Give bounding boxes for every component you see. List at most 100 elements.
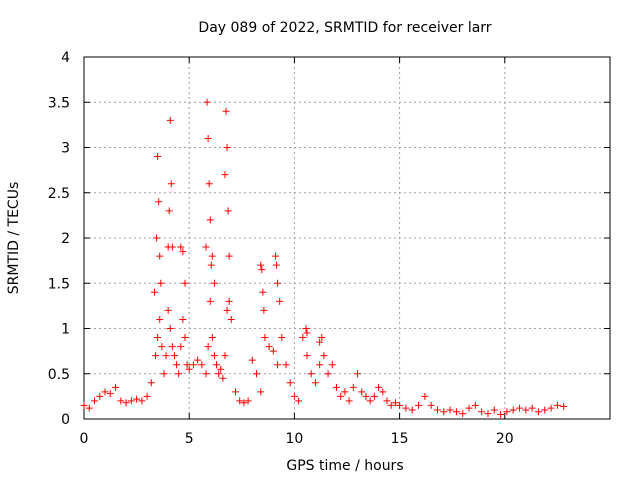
data-point <box>490 406 498 414</box>
y-tick-label: 1 <box>61 322 70 338</box>
data-point <box>274 279 282 287</box>
data-point <box>408 406 416 414</box>
data-point <box>155 198 163 206</box>
data-point <box>181 279 189 287</box>
data-point <box>316 361 324 369</box>
data-point <box>286 379 294 387</box>
data-point <box>484 410 492 418</box>
grid-lines <box>84 57 610 419</box>
data-point <box>208 334 216 342</box>
data-points <box>80 98 568 418</box>
data-point <box>198 361 206 369</box>
x-tick-label: 5 <box>185 431 194 447</box>
data-point <box>379 388 387 396</box>
data-point <box>509 406 517 414</box>
data-point <box>328 361 336 369</box>
data-point <box>471 401 479 409</box>
data-point <box>316 338 324 346</box>
data-point <box>213 361 221 369</box>
data-point <box>91 397 99 405</box>
data-point <box>273 261 281 269</box>
data-point <box>303 352 311 360</box>
data-point <box>248 356 256 364</box>
data-point <box>206 216 214 224</box>
data-point <box>166 325 174 332</box>
data-point <box>225 252 233 260</box>
data-point <box>221 352 229 360</box>
data-point <box>179 248 187 256</box>
data-point <box>528 404 536 412</box>
data-point <box>138 397 146 405</box>
y-tick-label: 4 <box>61 50 70 66</box>
data-point <box>358 388 366 396</box>
data-point <box>96 392 104 400</box>
data-point <box>278 334 286 342</box>
data-point <box>240 399 248 407</box>
data-point <box>205 180 213 188</box>
data-point <box>396 401 404 409</box>
data-point <box>303 329 311 337</box>
data-point <box>541 406 549 414</box>
data-point <box>465 404 473 412</box>
data-point <box>290 392 298 400</box>
data-point <box>185 365 193 373</box>
data-point <box>258 266 266 274</box>
data-point <box>383 397 391 405</box>
data-point <box>215 370 223 378</box>
data-point <box>440 408 448 416</box>
data-point <box>433 406 441 414</box>
data-point <box>194 356 202 364</box>
data-point <box>269 347 277 355</box>
data-point <box>173 361 181 369</box>
data-point <box>257 388 265 396</box>
data-point <box>503 408 511 416</box>
data-point <box>302 325 310 332</box>
data-point <box>231 388 239 396</box>
data-point <box>478 408 486 416</box>
data-point <box>156 252 164 260</box>
data-point <box>516 404 524 412</box>
data-point <box>85 404 93 412</box>
data-point <box>166 116 174 124</box>
data-point <box>446 406 454 414</box>
data-point <box>459 410 467 418</box>
data-point <box>553 401 561 409</box>
data-point <box>295 397 303 405</box>
data-point <box>210 279 218 287</box>
data-point <box>181 334 189 342</box>
data-point <box>362 392 370 400</box>
data-point <box>80 401 88 409</box>
data-point <box>175 370 183 378</box>
data-point <box>311 379 319 387</box>
data-point <box>221 171 229 179</box>
y-tick-label: 0 <box>61 412 70 428</box>
data-point <box>236 397 244 405</box>
data-point <box>223 144 231 151</box>
data-point <box>452 408 460 416</box>
data-point <box>153 234 161 242</box>
data-point <box>165 207 173 215</box>
data-point <box>560 402 568 410</box>
data-point <box>204 343 212 351</box>
data-point <box>112 383 120 391</box>
data-point <box>337 392 345 400</box>
data-point <box>189 361 197 369</box>
data-point <box>534 408 542 416</box>
data-point <box>318 334 326 342</box>
data-point <box>391 399 399 407</box>
data-point <box>208 252 216 260</box>
data-point <box>202 370 210 378</box>
data-point <box>158 343 166 351</box>
data-point <box>203 98 211 106</box>
data-point <box>324 370 332 378</box>
data-point <box>307 370 315 378</box>
data-point <box>202 243 210 251</box>
data-point <box>244 397 252 405</box>
data-point <box>162 352 170 360</box>
y-tick-label: 0.5 <box>48 367 70 383</box>
data-point <box>402 404 410 412</box>
data-point <box>204 134 212 142</box>
data-point <box>274 361 282 369</box>
data-point <box>177 343 185 351</box>
